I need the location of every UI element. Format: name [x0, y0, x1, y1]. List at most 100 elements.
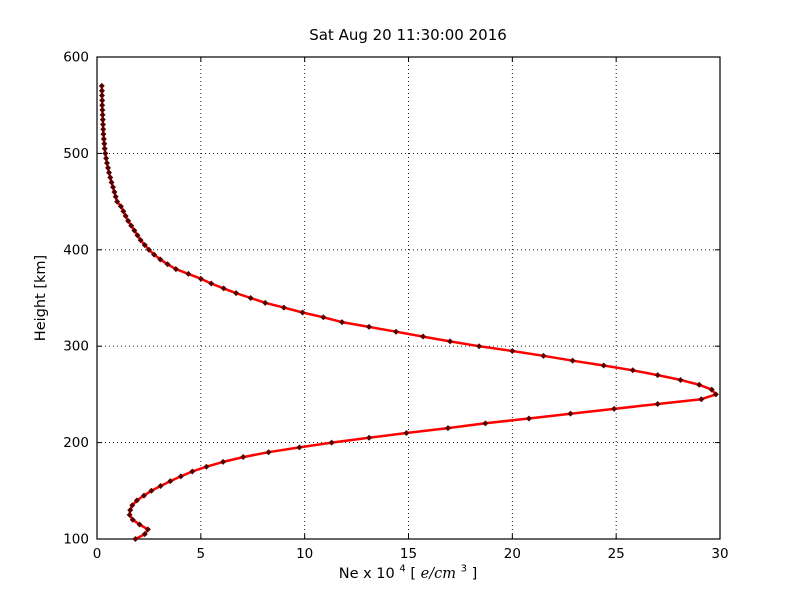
data-point-marker [366, 323, 373, 330]
data-point-marker [129, 502, 136, 509]
data-point-marker [677, 376, 684, 383]
data-point-marker [698, 396, 705, 403]
data-point-marker [447, 338, 454, 345]
data-point-marker [280, 304, 287, 311]
data-point-marker [103, 155, 110, 162]
data-point-marker [141, 241, 148, 248]
data-point-marker [197, 275, 204, 282]
data-point-marker [629, 367, 636, 374]
data-point-marker [476, 343, 483, 350]
data-point-marker [482, 420, 489, 427]
x-tick-label: 5 [197, 546, 206, 562]
data-point-marker [100, 135, 107, 142]
data-point-marker [128, 222, 135, 229]
data-point-marker [98, 82, 105, 89]
data-point-marker [167, 478, 174, 485]
data-point-marker [540, 352, 547, 359]
data-point-marker [233, 290, 240, 297]
data-point-marker [101, 140, 108, 147]
data-point-marker [172, 266, 179, 273]
data-point-marker [107, 174, 114, 181]
data-point-marker [444, 425, 451, 432]
x-axis-label-sup-4: 4 [399, 564, 405, 575]
axis-ticks: 0 5 10 15 20 25 30 100 200 300 400 500 600 [63, 50, 728, 563]
data-point-marker [708, 386, 715, 393]
data-point-marker [144, 526, 151, 533]
data-point-marker [403, 429, 410, 436]
data-point-marker [140, 492, 147, 499]
data-point-marker [654, 401, 661, 408]
data-point-marker [136, 521, 143, 528]
data-point-marker [112, 193, 119, 200]
data-point-marker [509, 348, 516, 355]
x-axis-label: Ne x 10 4 [ e/cm 3 ] [339, 560, 478, 583]
data-point-marker [712, 391, 719, 398]
data-point-marker [611, 405, 618, 412]
data-point-marker [164, 261, 171, 268]
data-point-marker [137, 237, 144, 244]
data-point-marker [98, 87, 105, 94]
data-point-marker [393, 328, 400, 335]
y-tick-label: 400 [63, 242, 89, 258]
data-point-marker [129, 516, 136, 523]
data-point-marker [569, 357, 576, 364]
data-point-marker [99, 116, 106, 123]
data-point-marker [262, 299, 269, 306]
data-point-marker [299, 309, 306, 316]
chart-title: Sat Aug 20 11:30:00 2016 [309, 26, 507, 44]
data-point-marker [567, 410, 574, 417]
x-axis-label-post: ] [472, 566, 478, 582]
data-point-marker [145, 246, 152, 253]
data-point-marker [320, 314, 327, 321]
data-point-marker [102, 150, 109, 157]
data-point-marker [220, 285, 227, 292]
data-point-marker [109, 184, 116, 191]
data-point-marker [103, 160, 110, 167]
data-point-marker [148, 487, 155, 494]
x-tick-label: 25 [608, 546, 625, 562]
data-point-marker [296, 444, 303, 451]
data-point-marker [177, 473, 184, 480]
data-point-marker [696, 381, 703, 388]
data-point-marker [117, 203, 124, 210]
data-point-marker [122, 213, 129, 220]
data-point-marker [339, 319, 346, 326]
data-point-marker [220, 458, 227, 465]
x-tick-label: 30 [711, 546, 728, 562]
x-tick-label: 15 [400, 546, 417, 562]
data-point-marker [100, 131, 107, 138]
data-point-marker [265, 449, 272, 456]
y-axis-label: Height [km] [33, 255, 49, 341]
data-point-marker [100, 126, 107, 133]
data-point-marker [151, 251, 158, 258]
data-point-marker [203, 463, 210, 470]
data-point-marker [600, 362, 607, 369]
data-point-marker [133, 497, 140, 504]
data-point-marker [125, 217, 132, 224]
data-point-marker [108, 179, 115, 186]
data-point-marker [247, 295, 254, 301]
data-point-marker [185, 270, 192, 277]
data-point-marker [654, 372, 661, 379]
x-tick-label: 20 [504, 546, 521, 562]
data-point-marker [120, 208, 127, 215]
data-point-marker [157, 256, 164, 263]
data-point-marker [189, 468, 196, 475]
data-point-marker [328, 439, 335, 446]
y-tick-label: 200 [63, 435, 89, 451]
data-point-marker [126, 511, 133, 518]
data-point-marker [114, 198, 121, 205]
x-axis-label-pre: Ne x 10 [339, 566, 395, 582]
x-axis-label-sup-3: 3 [461, 564, 467, 575]
data-point-marker [525, 415, 532, 422]
grid [97, 57, 720, 539]
data-point-marker [99, 102, 106, 109]
x-tick-label: 0 [93, 546, 102, 562]
data-point-marker [240, 454, 247, 461]
y-tick-label: 500 [63, 146, 89, 162]
data-point-marker [132, 536, 139, 542]
data-point-marker [105, 164, 112, 171]
data-point-marker [106, 169, 113, 176]
data-point-marker [99, 111, 106, 118]
y-tick-label: 100 [63, 532, 89, 548]
